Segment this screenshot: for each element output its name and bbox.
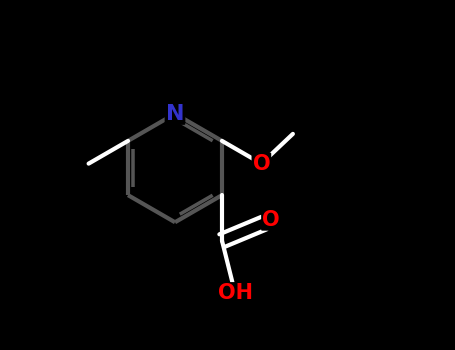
Text: N: N <box>166 104 184 124</box>
Text: O: O <box>262 210 280 230</box>
Text: OH: OH <box>218 283 253 303</box>
Text: O: O <box>253 154 270 174</box>
